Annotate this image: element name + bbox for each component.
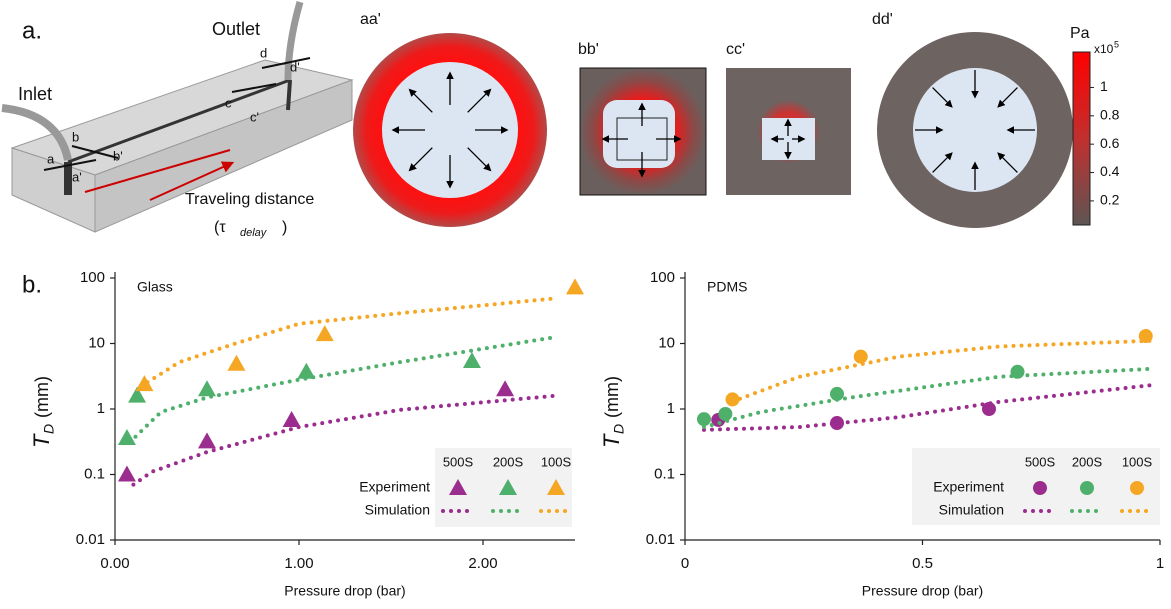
colorbar bbox=[1073, 52, 1090, 225]
y-tick-label: 0.1 bbox=[654, 465, 675, 482]
travel-label: Traveling distance bbox=[185, 191, 314, 208]
experiment-point bbox=[566, 278, 584, 294]
experiment-point bbox=[726, 392, 740, 406]
x-tick-label: 2.00 bbox=[468, 555, 497, 572]
y-label-main: T bbox=[29, 433, 54, 448]
y-tick-label: 0.01 bbox=[646, 531, 675, 548]
y-tick-label: 10 bbox=[658, 334, 675, 351]
colorbar-tick-label: 0.4 bbox=[1100, 163, 1120, 179]
simulation-line bbox=[141, 298, 557, 386]
legend-row: Simulation bbox=[365, 502, 430, 518]
colorbar-unit: Pa bbox=[1070, 25, 1090, 42]
section-label: bb' bbox=[578, 41, 599, 58]
x-tick-label: 0.00 bbox=[100, 555, 129, 572]
y-label-unit: (mm) bbox=[32, 376, 52, 418]
section-mark: b bbox=[72, 129, 79, 144]
section-mark: a' bbox=[72, 169, 82, 184]
x-axis-label: Pressure drop (bar) bbox=[284, 583, 405, 599]
y-tick-label: 1 bbox=[97, 400, 105, 417]
section-mark: d' bbox=[290, 59, 300, 74]
experiment-point bbox=[463, 352, 481, 368]
legend-row: Simulation bbox=[939, 502, 1004, 518]
figure: a. Inlet Outlet a a' b b' c c' d d' Trav… bbox=[0, 0, 1171, 609]
section-label: cc' bbox=[726, 41, 745, 58]
x-tick-label: 1.00 bbox=[284, 555, 313, 572]
colorbar-scale: x10 bbox=[1094, 42, 1114, 56]
legend-marker bbox=[1033, 481, 1047, 495]
legend-row: Experiment bbox=[359, 479, 430, 495]
simulation-line bbox=[130, 337, 557, 442]
experiment-point bbox=[118, 429, 136, 445]
x-tick-label: 1 bbox=[1156, 555, 1164, 572]
y-label-sub: D bbox=[611, 424, 627, 434]
y-tick-label: 10 bbox=[88, 334, 105, 351]
legend-label: 200S bbox=[1072, 454, 1103, 469]
colorbar-tick-label: 1 bbox=[1100, 78, 1108, 94]
travel-close: ) bbox=[282, 219, 287, 236]
legend-label: 100S bbox=[1122, 454, 1153, 469]
experiment-point bbox=[118, 466, 136, 482]
legend-label: 200S bbox=[493, 454, 524, 469]
colorbar-tick-label: 0.8 bbox=[1100, 107, 1120, 123]
travel-open: (τ bbox=[214, 219, 226, 236]
y-axis-label: TD (mm) bbox=[599, 376, 627, 448]
simulation-line bbox=[704, 369, 1151, 427]
experiment-point bbox=[496, 380, 514, 396]
experiment-point bbox=[283, 411, 301, 427]
y-tick-label: 100 bbox=[80, 269, 105, 286]
panel-label: b. bbox=[22, 271, 42, 298]
lumen bbox=[603, 100, 675, 168]
experiment-point bbox=[135, 375, 153, 391]
experiment-point bbox=[697, 412, 711, 426]
y-label-unit: (mm) bbox=[602, 376, 622, 418]
panel-label: a. bbox=[22, 17, 42, 44]
section-mark: d bbox=[260, 45, 267, 60]
y-label-main: T bbox=[599, 433, 624, 448]
experiment-point bbox=[1011, 365, 1025, 379]
y-axis-label: TD (mm) bbox=[29, 376, 57, 448]
simulation-line bbox=[704, 385, 1151, 430]
legend-marker bbox=[1080, 481, 1094, 495]
section-mark: c' bbox=[250, 109, 259, 124]
experiment-point bbox=[227, 355, 245, 371]
section-mark: c bbox=[225, 95, 232, 110]
experiment-point bbox=[854, 350, 868, 364]
page: {"figure": {"panel_a": "a.", "inlet": "I… bbox=[0, 0, 1171, 609]
experiment-point bbox=[830, 416, 844, 430]
legend-marker bbox=[1130, 481, 1144, 495]
y-label-sub: D bbox=[41, 424, 57, 434]
legend-label: 100S bbox=[541, 454, 572, 469]
section-mark: b' bbox=[113, 148, 123, 163]
experiment-point bbox=[198, 380, 216, 396]
experiment-point bbox=[198, 432, 216, 448]
section-label: dd' bbox=[872, 11, 893, 28]
experiment-point bbox=[718, 407, 732, 421]
legend-label: 500S bbox=[443, 454, 474, 469]
travel-sub: delay bbox=[240, 227, 268, 239]
outlet-label: Outlet bbox=[212, 19, 260, 39]
experiment-point bbox=[297, 363, 315, 379]
y-tick-label: 100 bbox=[650, 269, 675, 286]
legend-label: 500S bbox=[1025, 454, 1056, 469]
experiment-point bbox=[830, 387, 844, 401]
section-label: aa' bbox=[360, 11, 381, 28]
inlet-label: Inlet bbox=[18, 84, 52, 104]
y-tick-label: 0.1 bbox=[84, 465, 105, 482]
chart-title: PDMS bbox=[707, 279, 747, 295]
x-tick-label: 0 bbox=[681, 555, 689, 572]
legend-row: Experiment bbox=[933, 479, 1004, 495]
chart-title: Glass bbox=[137, 279, 173, 295]
experiment-point bbox=[982, 402, 996, 416]
y-tick-label: 0.01 bbox=[76, 531, 105, 548]
x-axis-label: Pressure drop (bar) bbox=[862, 583, 983, 599]
simulation-line bbox=[733, 341, 1151, 402]
section-mark: a bbox=[47, 151, 55, 166]
experiment-point bbox=[316, 325, 334, 341]
colorbar-tick-label: 0.2 bbox=[1100, 192, 1120, 208]
y-tick-label: 1 bbox=[667, 400, 675, 417]
colorbar-exp: 5 bbox=[1114, 39, 1119, 49]
colorbar-tick-label: 0.6 bbox=[1100, 135, 1120, 151]
experiment-point bbox=[1139, 329, 1153, 343]
x-tick-label: 0.5 bbox=[912, 555, 933, 572]
